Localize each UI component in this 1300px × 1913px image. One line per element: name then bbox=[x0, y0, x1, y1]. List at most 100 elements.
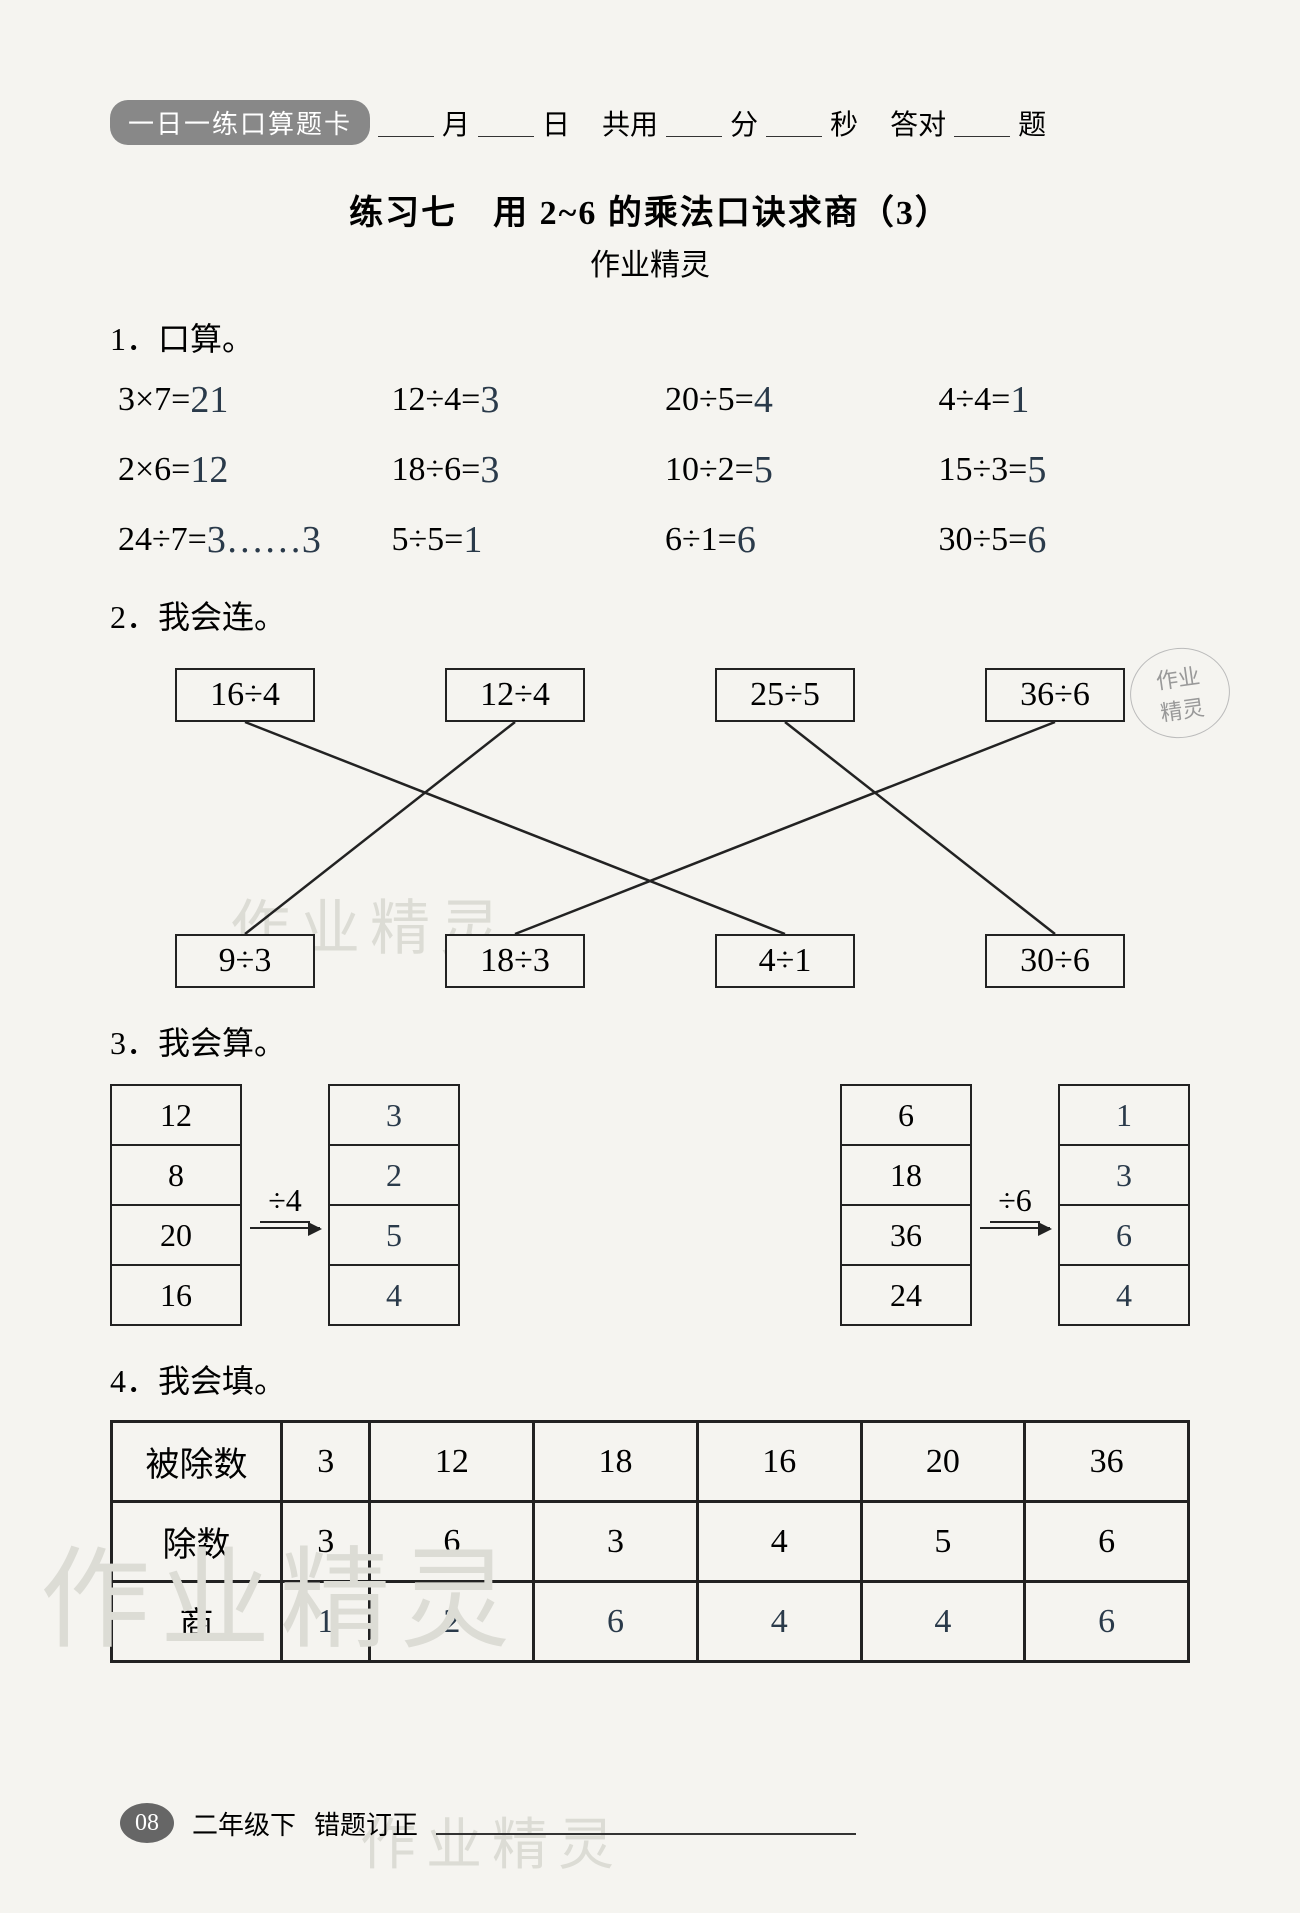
answer: 5 bbox=[1027, 449, 1046, 491]
answer: 5 bbox=[754, 449, 773, 491]
match-box: 4÷1 bbox=[715, 934, 855, 988]
calc-item: 12÷4=3 bbox=[392, 378, 636, 422]
calc-item: 20÷5=4 bbox=[665, 378, 909, 422]
answer: 12 bbox=[190, 449, 228, 491]
calc-item: 30÷5=6 bbox=[939, 518, 1183, 562]
input-column: 12 8 20 16 bbox=[110, 1084, 242, 1326]
row-header: 被除数 bbox=[112, 1422, 282, 1502]
input-column: 6 18 36 24 bbox=[840, 1084, 972, 1326]
table-row: 商 1 2 6 4 4 6 bbox=[112, 1582, 1189, 1662]
cell: 36 bbox=[1025, 1422, 1189, 1502]
match-bottom-row: 9÷3 18÷3 4÷1 30÷6 bbox=[110, 934, 1190, 988]
cell: 4 bbox=[697, 1502, 861, 1582]
q1-label: 1．口算。 bbox=[110, 314, 1190, 360]
cell: 3 bbox=[329, 1085, 459, 1145]
cell: 6 bbox=[841, 1085, 971, 1145]
cell: 6 bbox=[1025, 1582, 1189, 1662]
q4-label: 4．我会填。 bbox=[110, 1356, 1190, 1402]
op-arrow: ÷6 bbox=[980, 1182, 1050, 1229]
cell: 2 bbox=[329, 1145, 459, 1205]
answer: 4 bbox=[754, 379, 773, 421]
calc-item: 18÷6=3 bbox=[392, 448, 636, 492]
op-label: ÷4 bbox=[260, 1182, 310, 1223]
row-header: 商 bbox=[112, 1582, 282, 1662]
answer: 3……3 bbox=[207, 519, 321, 561]
op-label: ÷6 bbox=[990, 1182, 1040, 1223]
match-box: 18÷3 bbox=[445, 934, 585, 988]
label-ti: 题 bbox=[1018, 103, 1046, 143]
expr: 6÷1= bbox=[665, 521, 737, 558]
footer-grade: 二年级下 bbox=[192, 1805, 296, 1842]
expr: 5÷5= bbox=[392, 521, 464, 558]
label-correct: 答对 bbox=[890, 103, 946, 143]
label-used: 共用 bbox=[602, 103, 658, 143]
expr: 12÷4= bbox=[392, 381, 481, 418]
match-box: 9÷3 bbox=[175, 934, 315, 988]
cell: 3 bbox=[1059, 1145, 1189, 1205]
cell: 5 bbox=[861, 1502, 1025, 1582]
calc-item: 24÷7=3……3 bbox=[118, 518, 362, 562]
q3-row: 12 8 20 16 ÷4 3 2 5 4 6 18 36 24 ÷6 1 3 bbox=[110, 1084, 1190, 1326]
header-badge: 一日一练口算题卡 bbox=[110, 100, 370, 145]
calc-item: 2×6=12 bbox=[118, 448, 362, 492]
cell: 8 bbox=[111, 1145, 241, 1205]
blank-min bbox=[666, 109, 722, 137]
expr: 4÷4= bbox=[939, 381, 1011, 418]
match-top-row: 16÷4 12÷4 25÷5 36÷6 bbox=[110, 668, 1190, 722]
row-header: 除数 bbox=[112, 1502, 282, 1582]
calc-item: 3×7=21 bbox=[118, 378, 362, 422]
page-footer: 08 二年级下 错题订正 bbox=[120, 1803, 856, 1843]
calc-item: 10÷2=5 bbox=[665, 448, 909, 492]
blank-month bbox=[378, 109, 434, 137]
cell: 12 bbox=[370, 1422, 534, 1502]
footer-blank bbox=[436, 1811, 856, 1835]
arrow-icon bbox=[980, 1227, 1050, 1229]
expr: 2×6= bbox=[118, 451, 190, 488]
cell: 18 bbox=[841, 1145, 971, 1205]
fill-table: 被除数 3 12 18 16 20 36 除数 3 6 3 4 5 6 商 1 … bbox=[110, 1420, 1190, 1663]
output-column: 3 2 5 4 bbox=[328, 1084, 460, 1326]
calc-item: 5÷5=1 bbox=[392, 518, 636, 562]
match-box: 25÷5 bbox=[715, 668, 855, 722]
answer: 21 bbox=[190, 379, 228, 421]
expr: 10÷2= bbox=[665, 451, 754, 488]
match-box: 12÷4 bbox=[445, 668, 585, 722]
func-group: 12 8 20 16 ÷4 3 2 5 4 bbox=[110, 1084, 460, 1326]
calc-item: 6÷1=6 bbox=[665, 518, 909, 562]
expr: 15÷3= bbox=[939, 451, 1028, 488]
cell: 6 bbox=[1059, 1205, 1189, 1265]
blank-day bbox=[478, 109, 534, 137]
cell: 16 bbox=[697, 1422, 861, 1502]
match-box: 30÷6 bbox=[985, 934, 1125, 988]
cell: 5 bbox=[329, 1205, 459, 1265]
cell: 20 bbox=[111, 1205, 241, 1265]
table-row: 除数 3 6 3 4 5 6 bbox=[112, 1502, 1189, 1582]
func-group: 6 18 36 24 ÷6 1 3 6 4 bbox=[840, 1084, 1190, 1326]
q2-label: 2．我会连。 bbox=[110, 592, 1190, 638]
expr: 3×7= bbox=[118, 381, 190, 418]
page-number-badge: 08 bbox=[120, 1803, 174, 1843]
label-day: 日 bbox=[542, 103, 570, 143]
match-box: 36÷6 bbox=[985, 668, 1125, 722]
cell: 3 bbox=[282, 1422, 370, 1502]
expr: 20÷5= bbox=[665, 381, 754, 418]
cell: 4 bbox=[861, 1582, 1025, 1662]
table-row: 被除数 3 12 18 16 20 36 bbox=[112, 1422, 1189, 1502]
cell: 4 bbox=[329, 1265, 459, 1325]
cell: 3 bbox=[282, 1502, 370, 1582]
worksheet-title: 练习七 用 2~6 的乘法口诀求商（3） bbox=[110, 185, 1190, 234]
q1-grid: 3×7=21 12÷4=3 20÷5=4 4÷4=1 2×6=12 18÷6=3… bbox=[110, 378, 1190, 562]
op-arrow: ÷4 bbox=[250, 1182, 320, 1229]
cell: 16 bbox=[111, 1265, 241, 1325]
cell: 3 bbox=[534, 1502, 698, 1582]
cell: 6 bbox=[534, 1582, 698, 1662]
answer: 6 bbox=[737, 519, 756, 561]
cell: 4 bbox=[1059, 1265, 1189, 1325]
calc-item: 15÷3=5 bbox=[939, 448, 1183, 492]
blank-correct bbox=[954, 109, 1010, 137]
output-column: 1 3 6 4 bbox=[1058, 1084, 1190, 1326]
label-min: 分 bbox=[730, 103, 758, 143]
arrow-icon bbox=[250, 1227, 320, 1229]
cell: 6 bbox=[1025, 1502, 1189, 1582]
cell: 18 bbox=[534, 1422, 698, 1502]
